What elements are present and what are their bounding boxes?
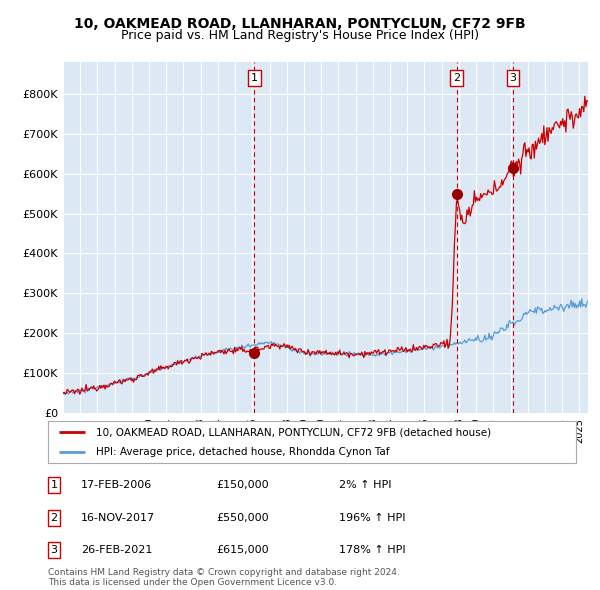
Text: 2: 2 [50,513,58,523]
Text: 2% ↑ HPI: 2% ↑ HPI [339,480,391,490]
Text: HPI: Average price, detached house, Rhondda Cynon Taf: HPI: Average price, detached house, Rhon… [95,447,389,457]
Text: Price paid vs. HM Land Registry's House Price Index (HPI): Price paid vs. HM Land Registry's House … [121,29,479,42]
Text: 16-NOV-2017: 16-NOV-2017 [81,513,155,523]
Text: £550,000: £550,000 [216,513,269,523]
Text: £150,000: £150,000 [216,480,269,490]
Text: 10, OAKMEAD ROAD, LLANHARAN, PONTYCLUN, CF72 9FB (detached house): 10, OAKMEAD ROAD, LLANHARAN, PONTYCLUN, … [95,427,491,437]
Text: 17-FEB-2006: 17-FEB-2006 [81,480,152,490]
Text: 26-FEB-2021: 26-FEB-2021 [81,545,152,555]
Text: £615,000: £615,000 [216,545,269,555]
Text: 3: 3 [50,545,58,555]
Text: 1: 1 [50,480,58,490]
Text: 3: 3 [509,73,517,83]
Text: 10, OAKMEAD ROAD, LLANHARAN, PONTYCLUN, CF72 9FB: 10, OAKMEAD ROAD, LLANHARAN, PONTYCLUN, … [74,17,526,31]
Text: 2: 2 [453,73,460,83]
Text: 196% ↑ HPI: 196% ↑ HPI [339,513,406,523]
Text: 178% ↑ HPI: 178% ↑ HPI [339,545,406,555]
Text: Contains HM Land Registry data © Crown copyright and database right 2024.: Contains HM Land Registry data © Crown c… [48,568,400,577]
Text: 1: 1 [251,73,258,83]
Text: This data is licensed under the Open Government Licence v3.0.: This data is licensed under the Open Gov… [48,578,337,588]
